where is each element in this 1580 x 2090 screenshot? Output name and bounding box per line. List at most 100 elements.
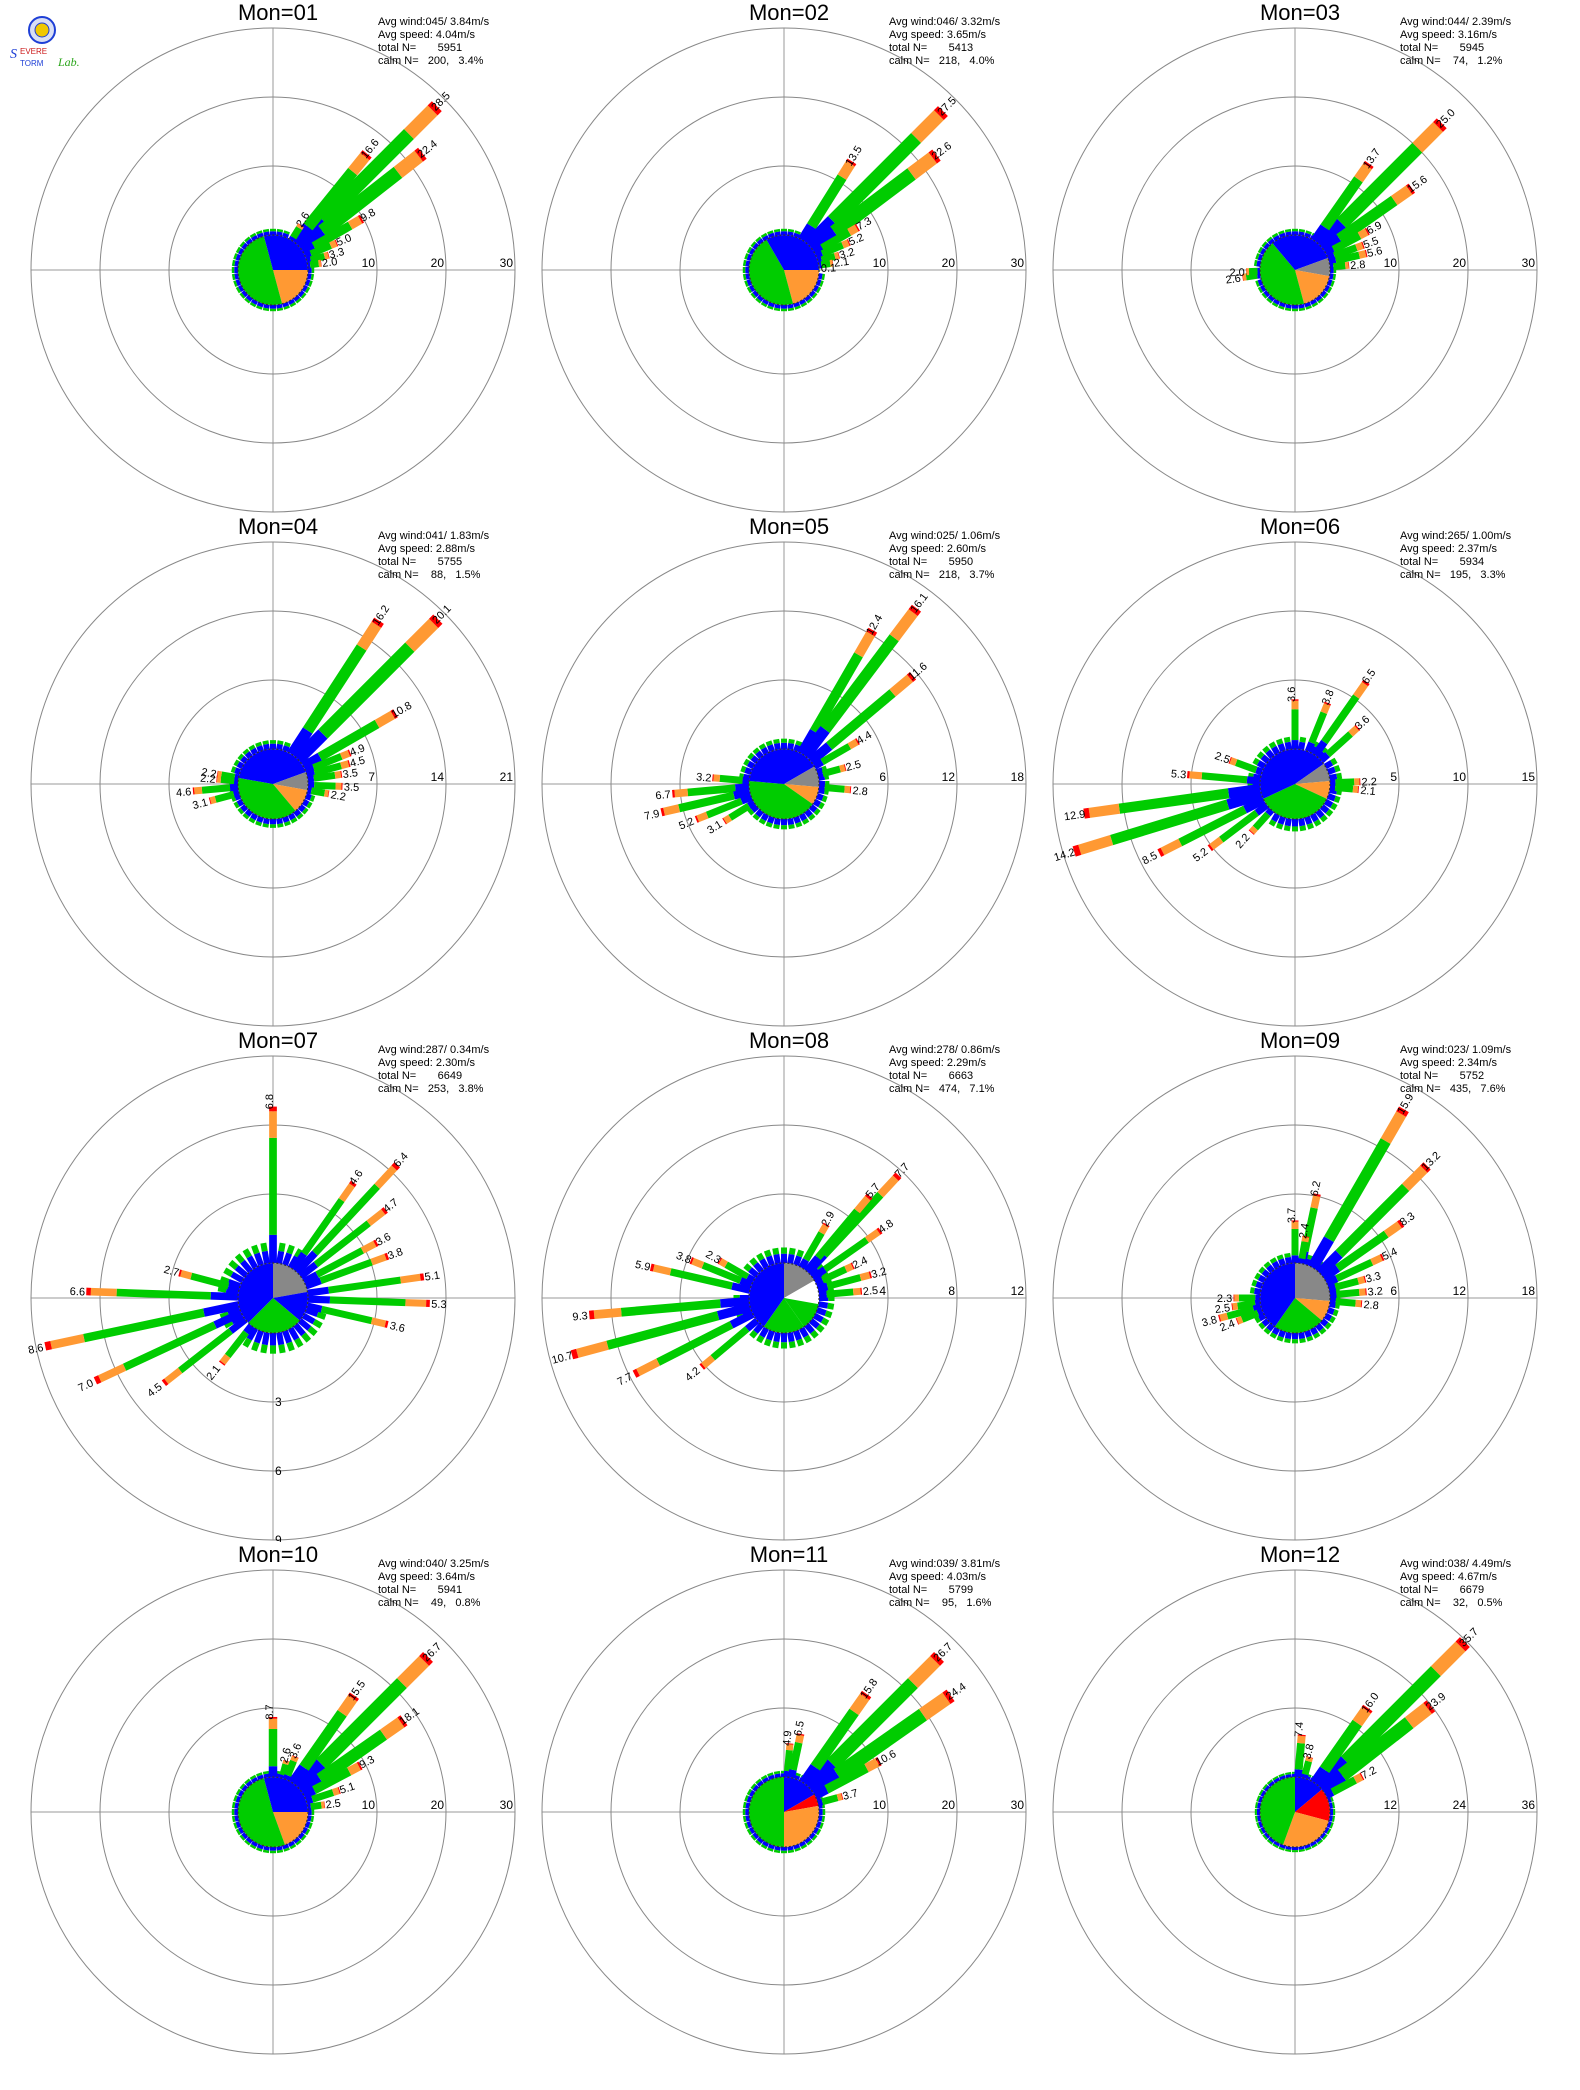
- bar-label: 16.0: [1359, 1691, 1381, 1715]
- bar-segment: [312, 753, 343, 771]
- bar-label: 7.7: [616, 1371, 635, 1389]
- bar-label: 15.5: [346, 1678, 368, 1702]
- spoke-segment: [277, 823, 284, 828]
- spoke-segment: [283, 820, 291, 827]
- bar-segment: [1305, 1756, 1313, 1763]
- spoke-segment: [748, 284, 756, 292]
- wind-rose-svg: 6 12 1815.913.26.28.35.43.33.22.83.72.42.3…: [1052, 1055, 1538, 1541]
- spoke-segment: [755, 750, 764, 760]
- spoke-segment: [246, 1326, 259, 1341]
- spoke-segment: [239, 292, 246, 299]
- spoke-segment: [793, 1774, 801, 1781]
- bar-segment: [305, 1795, 314, 1805]
- ring-label: 14: [431, 770, 445, 784]
- bar-segment: [1336, 1288, 1360, 1298]
- bar-segment: [1335, 1258, 1374, 1282]
- bar-segment: [337, 1695, 358, 1717]
- bar-segment: [807, 742, 833, 766]
- spoke-segment: [1298, 1331, 1306, 1340]
- spoke-segment: [793, 744, 801, 753]
- bar-segment: [1201, 772, 1248, 784]
- spoke-segment: [237, 284, 245, 292]
- spoke-segment: [1271, 745, 1281, 756]
- spoke-segment: [256, 745, 264, 753]
- ring: [1121, 96, 1469, 444]
- bar-segment: [908, 604, 922, 617]
- bar-segment: [1423, 1700, 1436, 1714]
- spoke-segment: [1256, 751, 1265, 760]
- svg-text:TORM: TORM: [20, 59, 44, 68]
- spoke-segment: [793, 301, 801, 308]
- spoke-segment: [1323, 798, 1334, 808]
- hub-outline: [1259, 1262, 1331, 1334]
- spoke-segment: [245, 1780, 253, 1788]
- bar-label: 6.8: [264, 1094, 276, 1109]
- bar-segment: [1335, 251, 1361, 265]
- bar-label: 4.9: [348, 742, 367, 759]
- spoke-segment: [242, 1337, 252, 1348]
- ring-label: 20: [431, 256, 445, 270]
- panel-stats: Avg wind:045/ 3.84m/s Avg speed: 4.04m/s t…: [378, 16, 489, 68]
- spoke-segment: [756, 1334, 765, 1344]
- bar-segment: [820, 241, 845, 258]
- bar-segment: [300, 752, 323, 771]
- bar-label: 9.3: [572, 1310, 588, 1323]
- spoke-segment: [1304, 232, 1312, 239]
- spoke-segment: [233, 1822, 238, 1829]
- spoke-segment: [808, 813, 816, 821]
- spoke-segment: [1299, 1338, 1306, 1344]
- stat-avg-speed: Avg speed: 4.04m/s: [378, 29, 476, 41]
- spoke-segment: [1332, 1279, 1339, 1287]
- bar-segment: [299, 1710, 347, 1771]
- ring: [1121, 1124, 1469, 1472]
- bar-segment: [822, 1237, 869, 1273]
- ring: [541, 541, 1027, 1027]
- spoke-segment: [756, 294, 764, 302]
- bar-segment: [311, 221, 353, 251]
- bar-segment: [847, 224, 859, 236]
- bar-segment: [305, 256, 312, 265]
- bar-segment: [696, 811, 709, 823]
- bar-segment: [1234, 759, 1258, 774]
- spoke-segment: [244, 808, 253, 817]
- bar-segment: [210, 1292, 239, 1301]
- bar-segment: [1397, 1219, 1405, 1229]
- stat-calm: calm N= 435, 7.6%: [1400, 1083, 1506, 1095]
- spoke-segment: [1284, 817, 1292, 827]
- spoke-segment: [804, 1322, 815, 1334]
- bar-segment: [918, 1692, 951, 1721]
- bar-label: 10.8: [390, 700, 415, 721]
- spoke-segment: [749, 1330, 758, 1339]
- panel-title: Mon=10: [237, 1542, 319, 1567]
- bar-segment: [347, 215, 363, 230]
- ring-label: 12: [1011, 1284, 1025, 1298]
- spoke-segment: [248, 817, 256, 824]
- spoke-segment: [1261, 241, 1268, 248]
- spoke-segment: [1258, 1266, 1266, 1274]
- bar-segment: [821, 1794, 839, 1806]
- spoke-segment: [1253, 1287, 1262, 1295]
- bar-label: 3.2: [838, 246, 856, 262]
- bar-segment: [374, 710, 396, 728]
- spoke-segment: [261, 1331, 270, 1346]
- bar-segment: [1298, 1241, 1309, 1260]
- bar-label: 3.7: [841, 1787, 859, 1803]
- bar-label: 3.1: [705, 819, 724, 837]
- bar-segment: [820, 252, 836, 264]
- bar-segment: [347, 1762, 361, 1776]
- stat-calm: calm N= 218, 4.0%: [889, 55, 995, 67]
- stat-total: total N= 5941: [378, 1584, 463, 1596]
- spoke-segment: [1304, 815, 1313, 825]
- spoke-segment: [1330, 280, 1335, 287]
- ring: [1052, 27, 1538, 513]
- bar-segment: [370, 1317, 387, 1328]
- bar-segment: [384, 1252, 390, 1261]
- spoke-segment: [802, 818, 810, 825]
- spoke-segment: [762, 1840, 770, 1848]
- panel-title: Mon=08: [748, 1028, 830, 1053]
- spoke-segment: [236, 761, 245, 770]
- spoke-segment: [1329, 1795, 1334, 1802]
- spoke-segment: [1327, 286, 1333, 294]
- bar-segment: [319, 1258, 373, 1284]
